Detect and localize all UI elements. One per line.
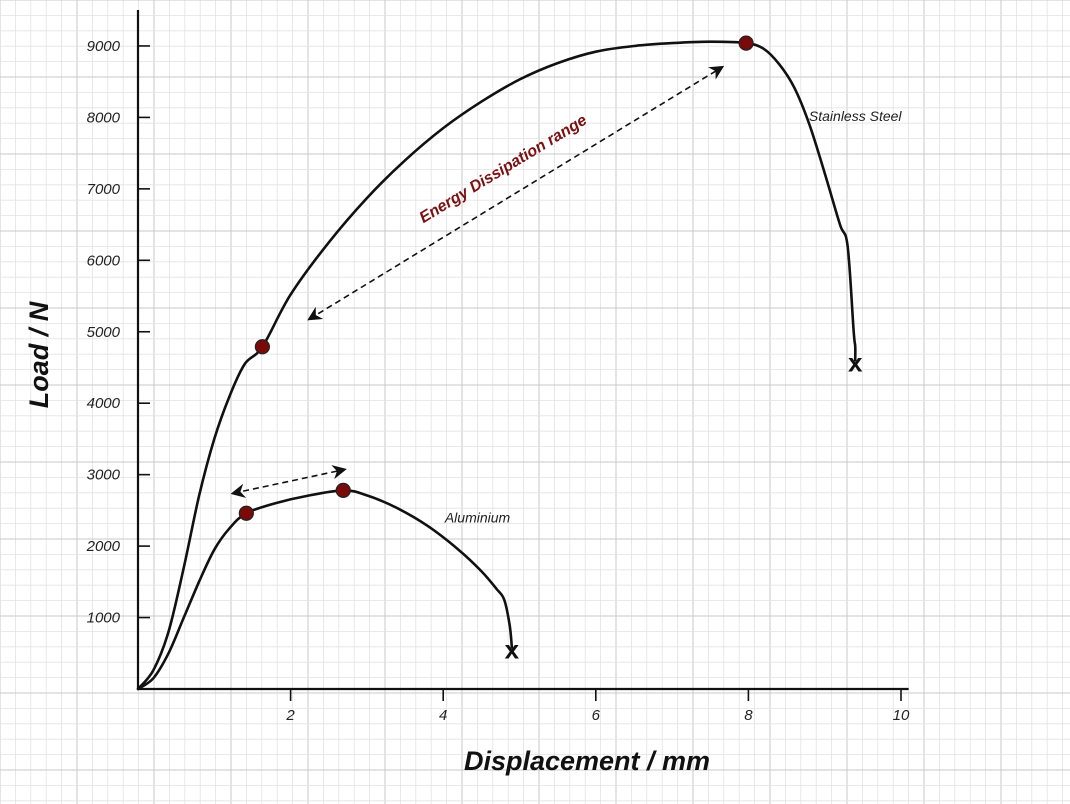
y-tick-label: 8000	[87, 109, 121, 126]
series-label-stainless-steel: Stainless Steel	[809, 108, 902, 124]
x-tick-label: 2	[285, 707, 295, 724]
key-point-marker-stainless-steel	[254, 339, 270, 355]
y-tick-label: 6000	[87, 252, 121, 269]
x-axis-title: Displacement / mm	[464, 746, 710, 776]
key-point-markers: xx	[238, 35, 863, 665]
x-tick-label: 10	[893, 707, 910, 724]
x-tick-label: 4	[439, 707, 447, 724]
x-tick-label: 8	[744, 707, 753, 724]
y-tick-label: 7000	[87, 181, 121, 198]
series-label-aluminium: Aluminium	[444, 510, 511, 526]
key-point-marker-stainless-steel	[738, 35, 754, 51]
y-tick-label: 3000	[87, 467, 121, 484]
annotation-arrow-1	[307, 65, 725, 321]
y-tick-label: 4000	[87, 395, 121, 412]
key-point-marker-aluminium	[238, 505, 254, 521]
key-point-marker-aluminium	[335, 482, 351, 498]
x-tick-label: 6	[592, 707, 601, 724]
fracture-marker-aluminium: x	[505, 635, 520, 665]
axes: 1000 2000 3000 4000 5000 6000 7000 8000 9000 2 4 6 8…	[86, 10, 910, 724]
y-tick-label: 1000	[87, 610, 121, 627]
y-tick-label: 9000	[87, 38, 121, 55]
y-tick-label: 2000	[86, 538, 121, 555]
y-axis-title: Load / N	[24, 301, 54, 408]
labels: Displacement / mm Load / N Stainless Ste…	[24, 108, 902, 776]
fracture-marker-stainless-steel: x	[848, 347, 863, 377]
y-tick-label: 5000	[87, 324, 121, 341]
annotation-arrow-2	[230, 465, 347, 498]
